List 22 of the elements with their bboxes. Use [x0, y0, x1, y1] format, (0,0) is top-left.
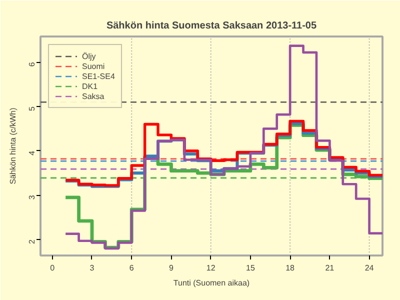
y-tick-label: 4 — [28, 150, 36, 156]
y-tick-label: 6 — [28, 62, 36, 67]
y-tick-label: 3 — [28, 194, 36, 200]
x-axis-title: Tunti (Suomen aikaa) — [173, 278, 250, 288]
x-tick-label: 12 — [206, 264, 216, 272]
chart-title: Sähkön hinta Suomesta Saksaan 2013-11-05 — [106, 20, 317, 32]
x-tick-label: 6 — [129, 264, 134, 272]
x-tick-label: 15 — [246, 264, 256, 272]
x-tick-label: 18 — [286, 264, 296, 272]
x-tick-label: 21 — [325, 264, 335, 272]
legend-label: Suomi — [82, 61, 105, 71]
legend-label: Saksa — [82, 91, 104, 101]
x-tick-label: 0 — [50, 264, 56, 272]
x-tick-label: 9 — [169, 264, 174, 272]
y-tick-label: 5 — [28, 106, 36, 111]
legend-label: SE1-SE4 — [82, 71, 115, 81]
x-tick-label: 3 — [90, 264, 95, 272]
legend-label: Öljy — [82, 51, 97, 61]
legend-label: DK1 — [82, 81, 99, 91]
y-axis-title: Sähkön hinta (c/kWh) — [8, 107, 18, 184]
y-tick-label: 2 — [28, 238, 36, 244]
x-tick-label: 24 — [364, 264, 374, 272]
